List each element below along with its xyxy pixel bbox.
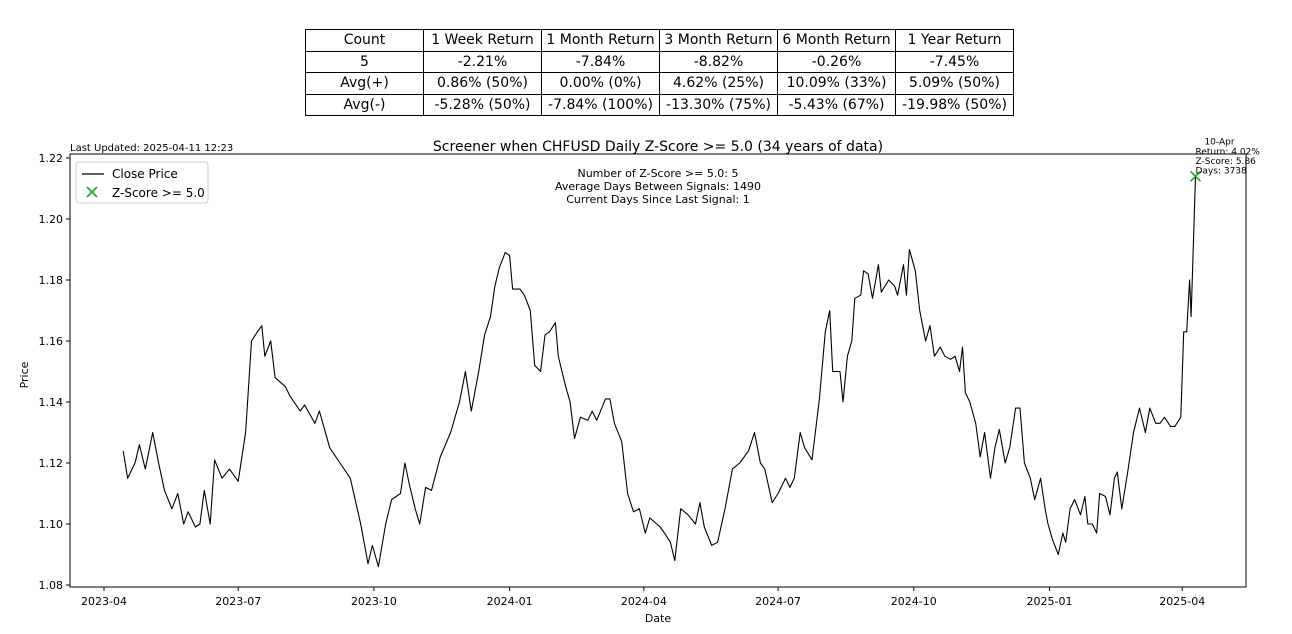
signal-info-label: Return: 4.02%	[1196, 147, 1261, 157]
table-row: Avg(-) -5.28% (50%) -7.84% (100%) -13.30% (…	[305, 93, 1014, 116]
x-tick-label: 2024-01	[487, 595, 533, 608]
table-cell: -7.84% (100%)	[541, 93, 660, 116]
signal-info-label: Days: 3738	[1196, 166, 1248, 176]
y-tick-label: 1.10	[39, 518, 64, 531]
x-tick-label: 2024-07	[755, 595, 801, 608]
table-cell: -7.45%	[895, 50, 1014, 73]
signal-date-label: 10-Apr	[1204, 137, 1234, 147]
y-axis-label: Price	[18, 361, 31, 388]
legend-label: Z-Score >= 5.0	[112, 186, 205, 200]
table-cell: -7.84%	[541, 50, 660, 73]
table-cell: -13.30% (75%)	[659, 93, 778, 116]
close-price-line	[122, 176, 1197, 568]
legend-box	[75, 161, 209, 204]
y-tick-label: 1.12	[39, 457, 64, 470]
x-axis-label: Date	[645, 612, 672, 625]
x-tick-label: 2023-10	[351, 595, 397, 608]
chart-title: Screener when CHFUSD Daily Z-Score >= 5.…	[433, 139, 883, 155]
signal-info-label: Z-Score: 5.86	[1196, 157, 1257, 167]
y-tick-label: 1.16	[39, 335, 64, 348]
legend-label: Close Price	[112, 167, 178, 181]
signal-marker-x-icon	[1189, 170, 1202, 182]
y-tick-label: 1.18	[39, 274, 64, 287]
table-cell: 1 Year Return	[895, 29, 1014, 52]
info-text: Average Days Between Signals: 1490	[555, 180, 761, 193]
table-cell: -5.43% (67%)	[777, 93, 896, 116]
table-row: 5 -2.21% -7.84% -8.82% -0.26% -7.45%	[305, 50, 1014, 73]
table-cell: 0.00% (0%)	[541, 72, 660, 95]
x-tick-label: 2025-01	[1026, 595, 1072, 608]
x-tick-label: 2023-04	[81, 595, 127, 608]
info-text: Current Days Since Last Signal: 1	[566, 193, 749, 206]
table-cell: -8.82%	[659, 50, 778, 73]
x-tick-label: 2023-07	[215, 595, 261, 608]
table-cell: -5.28% (50%)	[423, 93, 542, 116]
x-tick-label: 2025-04	[1159, 595, 1205, 608]
table-cell: 6 Month Return	[777, 29, 896, 52]
table-header-row: Count 1 Week Return 1 Month Return 3 Month …	[305, 29, 1014, 52]
table-cell: Avg(+)	[305, 72, 424, 95]
y-tick-label: 1.22	[39, 152, 64, 165]
table-row: Avg(+) 0.86% (50%) 0.00% (0%) 4.62% (25%) 10…	[305, 72, 1014, 95]
table-cell: -19.98% (50%)	[895, 93, 1014, 116]
legend-x-marker-icon	[86, 186, 98, 198]
table-cell: -2.21%	[423, 50, 542, 73]
x-tick-label: 2024-10	[891, 595, 937, 608]
y-tick-label: 1.08	[39, 579, 64, 592]
plot-frame	[69, 153, 1247, 588]
table-cell: 4.62% (25%)	[659, 72, 778, 95]
table-cell: Avg(-)	[305, 93, 424, 116]
info-text: Number of Z-Score >= 5.0: 5	[577, 167, 738, 180]
table-cell: 5.09% (50%)	[895, 72, 1014, 95]
table-cell: 0.86% (50%)	[423, 72, 542, 95]
x-tick-label: 2024-04	[621, 595, 667, 608]
last-updated-text: Last Updated: 2025-04-11 12:23	[70, 143, 233, 154]
returns-table: Count 1 Week Return 1 Month Return 3 Month …	[305, 29, 1014, 116]
y-tick-label: 1.20	[39, 213, 64, 226]
table-cell: 10.09% (33%)	[777, 72, 896, 95]
y-tick-label: 1.14	[39, 396, 64, 409]
table-cell: -0.26%	[777, 50, 896, 73]
